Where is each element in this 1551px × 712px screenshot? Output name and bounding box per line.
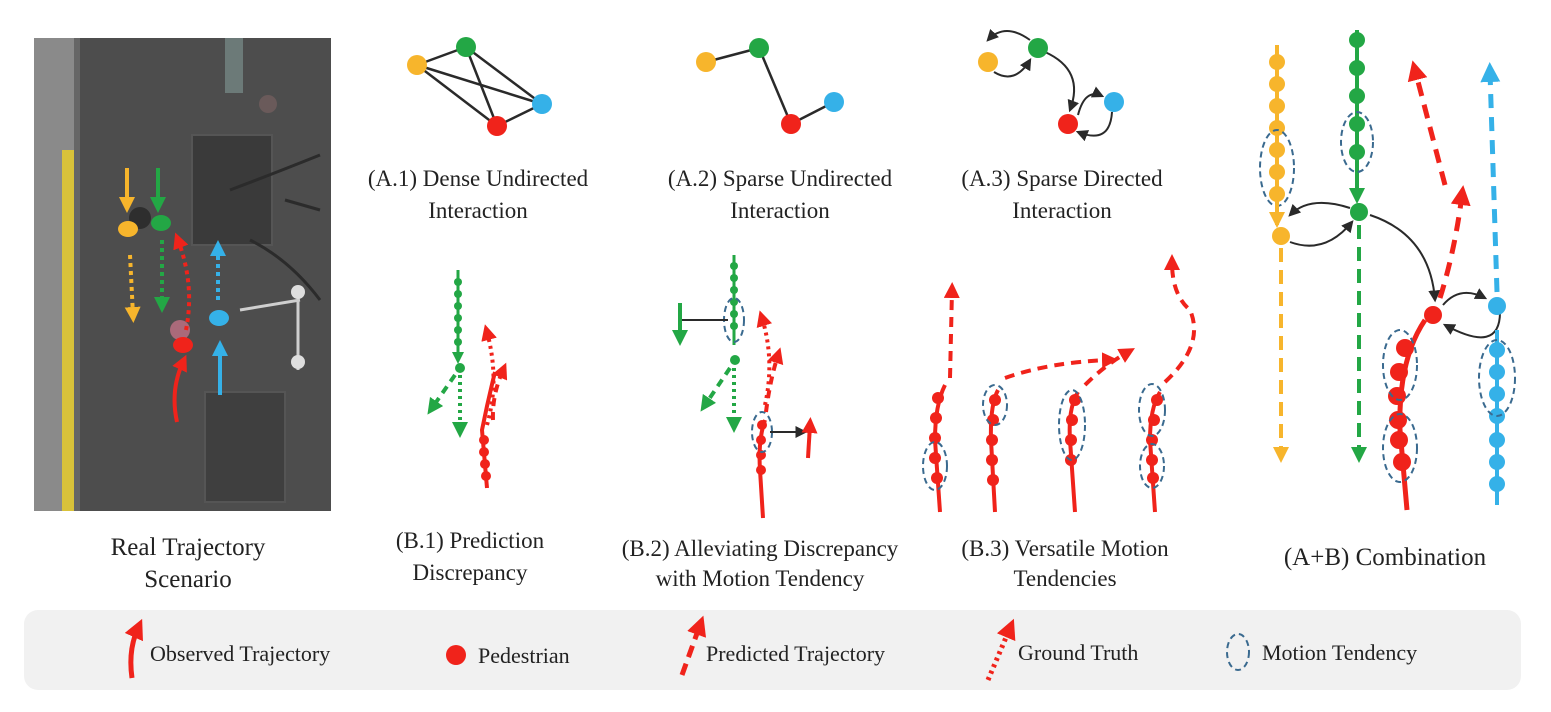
legend-tendency-icon [1226,633,1250,671]
b3-caption-line2: Tendencies [1013,566,1116,591]
real-caption-line2: Scenario [144,566,231,593]
panel-b2-diagram [672,255,818,519]
a1-caption-line1: (A.1) Dense Undirected [368,166,589,191]
legend: Observed Trajectory Pedestrian Predicted… [24,610,1521,690]
a3-caption-line2: Interaction [1012,198,1112,223]
a3-caption-line1: (A.3) Sparse Directed [961,166,1163,191]
panel-ab-diagram [1259,30,1516,511]
b1-caption-line1: (B.1) Prediction [396,528,545,553]
panel-a2-graph [696,38,844,134]
legend-ground-truth-icon [985,618,1016,681]
legend-ground-truth-label: Ground Truth [1018,640,1138,665]
legend-pedestrian-label: Pedestrian [478,643,570,668]
b2-caption-line2: with Motion Tendency [656,566,865,591]
legend-pedestrian-icon [446,645,466,665]
panel-b1-diagram [427,270,508,489]
real-caption-line1: Real Trajectory [111,534,266,561]
legend-predicted-icon [679,615,707,676]
real-scenario-photo [34,38,331,511]
legend-tendency-label: Motion Tendency [1262,640,1417,665]
panel-a1-graph [407,37,552,136]
b2-caption-line1: (B.2) Alleviating Discrepancy [622,536,899,561]
panel-a3-graph [978,28,1124,142]
legend-observed-icon [124,618,143,679]
legend-predicted-label: Predicted Trajectory [706,641,885,666]
b3-caption-line1: (B.3) Versatile Motion [961,536,1169,561]
ab-caption: (A+B) Combination [1284,544,1487,571]
a2-caption-line2: Interaction [730,198,830,223]
a2-caption-line1: (A.2) Sparse Undirected [668,166,893,191]
panel-b3-diagram [922,254,1197,513]
b1-caption-line2: Discrepancy [413,560,528,585]
a1-caption-line2: Interaction [428,198,528,223]
legend-observed-label: Observed Trajectory [150,641,330,666]
